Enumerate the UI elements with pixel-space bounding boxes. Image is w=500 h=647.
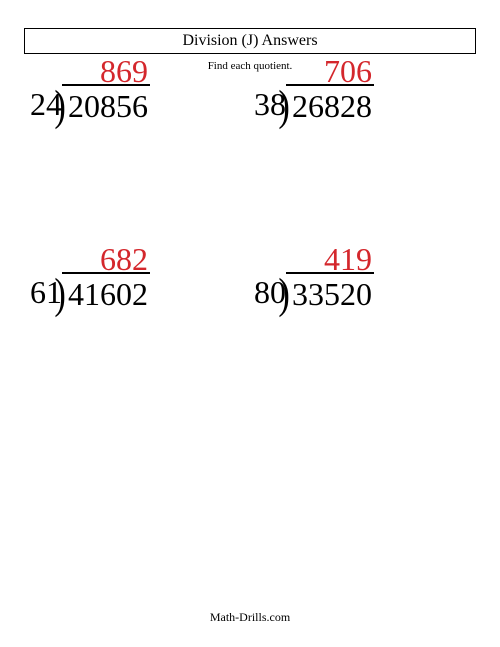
division-problem: 38 ) 706 26828 bbox=[254, 88, 470, 122]
division-bracket: ) 706 26828 bbox=[286, 90, 374, 122]
division-problem: 80 ) 419 33520 bbox=[254, 276, 470, 310]
instruction-text: Find each quotient. bbox=[24, 60, 476, 72]
dividend: 26828 bbox=[286, 84, 374, 124]
dividend: 41602 bbox=[62, 272, 150, 312]
division-problem: 24 ) 869 20856 bbox=[30, 88, 246, 122]
division-bracket: ) 682 41602 bbox=[62, 278, 150, 310]
footer-text: Math-Drills.com bbox=[0, 610, 500, 625]
dividend: 20856 bbox=[62, 84, 150, 124]
division-problem: 61 ) 682 41602 bbox=[30, 276, 246, 310]
division-bracket: ) 869 20856 bbox=[62, 90, 150, 122]
problems-grid: 24 ) 869 20856 38 ) 706 26828 61 ) 682 4… bbox=[24, 84, 476, 310]
division-bracket: ) 419 33520 bbox=[286, 278, 374, 310]
dividend: 33520 bbox=[286, 272, 374, 312]
page-title: Division (J) Answers bbox=[24, 28, 476, 54]
